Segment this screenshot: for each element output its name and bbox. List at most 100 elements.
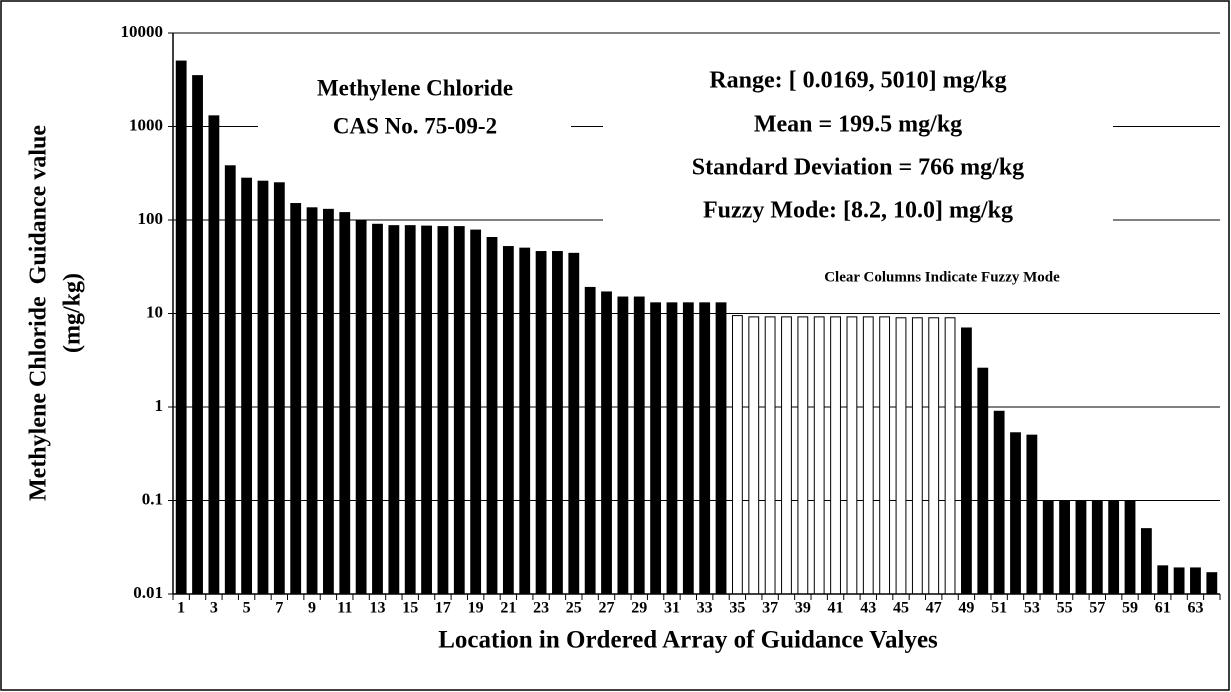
bar <box>224 165 236 595</box>
x-tick-label: 41 <box>828 600 844 617</box>
bar <box>1010 432 1021 595</box>
annotation: Standard Deviation = 766 mg/kg <box>692 155 1024 181</box>
x-tick-label: 51 <box>991 600 1007 617</box>
bar <box>895 317 907 595</box>
x-axis-title: Location in Ordered Array of Guidance Va… <box>438 627 938 654</box>
bar <box>175 60 187 595</box>
bar <box>1075 500 1087 595</box>
bar <box>404 225 416 595</box>
bar <box>911 317 923 595</box>
x-tick-label: 1 <box>177 600 185 617</box>
x-tick-label: 11 <box>337 600 352 617</box>
bar <box>715 302 727 595</box>
annotation: Fuzzy Mode: [8.2, 10.0] mg/kg <box>703 198 1013 224</box>
bar <box>437 226 449 595</box>
x-tick-label: 49 <box>958 600 974 617</box>
y-axis-title: (mg/kg) <box>60 273 86 353</box>
bar <box>781 316 792 595</box>
x-tick-label: 29 <box>631 600 647 617</box>
annotation-box <box>258 70 571 150</box>
bar <box>633 296 645 595</box>
bar <box>944 317 956 595</box>
bar <box>470 229 482 595</box>
bar <box>290 203 302 595</box>
bar <box>748 316 760 595</box>
x-tick-label: 59 <box>1122 600 1138 617</box>
x-tick-label: 7 <box>275 600 283 617</box>
x-tick-label: 55 <box>1057 600 1073 617</box>
x-tick-label: 43 <box>860 600 876 617</box>
bar <box>1091 500 1103 595</box>
bar <box>486 236 498 595</box>
bar <box>601 291 612 595</box>
bar <box>306 207 318 595</box>
bar <box>552 251 563 595</box>
bar <box>1042 500 1054 595</box>
bar <box>568 252 580 595</box>
annotation-box <box>603 62 1113 234</box>
bar <box>372 223 383 595</box>
annotation: Methylene Chloride <box>317 75 513 100</box>
x-tick-label: 37 <box>762 600 778 617</box>
x-tick-label: 27 <box>599 600 615 617</box>
bar <box>1206 572 1218 595</box>
bar <box>731 315 743 595</box>
bar <box>1059 500 1070 595</box>
bar <box>813 316 825 595</box>
x-tick-label: 53 <box>1024 600 1040 617</box>
bar <box>650 302 662 595</box>
x-tick-label: 21 <box>500 600 516 617</box>
bar <box>846 316 858 595</box>
bar <box>339 212 351 595</box>
bar <box>421 225 432 595</box>
bar <box>1140 528 1152 595</box>
bar <box>388 225 400 595</box>
annotation-box <box>752 266 1134 290</box>
bar <box>323 208 334 595</box>
bar <box>977 367 989 595</box>
y-tick-label: 1 <box>155 396 164 415</box>
bar <box>1190 567 1201 595</box>
bar <box>666 302 678 595</box>
x-tick-label: 5 <box>243 600 251 617</box>
bar <box>192 75 203 595</box>
bar <box>1173 567 1185 595</box>
bar <box>862 316 874 595</box>
bar <box>208 115 220 595</box>
bar <box>617 296 629 595</box>
y-axis-title: Methylene Chloride Guidance value <box>26 125 52 501</box>
x-tick-label: 25 <box>566 600 582 617</box>
x-tick-label: 19 <box>468 600 484 617</box>
bar <box>961 327 972 595</box>
bar <box>257 180 269 595</box>
bar <box>535 251 547 595</box>
bar <box>1157 565 1169 595</box>
bar <box>273 182 285 595</box>
bar <box>355 219 367 595</box>
y-tick-label: 100 <box>138 209 164 228</box>
bar <box>241 177 253 595</box>
bar <box>1108 500 1120 595</box>
x-tick-label: 31 <box>664 600 680 617</box>
bar <box>830 316 841 595</box>
x-tick-label: 39 <box>795 600 811 617</box>
bar <box>928 317 940 595</box>
y-tick-label: 0.1 <box>142 489 163 508</box>
x-tick-label: 15 <box>402 600 418 617</box>
bar <box>682 302 694 595</box>
x-tick-label: 57 <box>1089 600 1105 617</box>
bar <box>993 410 1005 595</box>
x-tick-label: 9 <box>308 600 316 617</box>
x-tick-label: 35 <box>729 600 745 617</box>
y-tick-label: 10000 <box>121 22 164 41</box>
x-tick-label: 63 <box>1187 600 1203 617</box>
annotation: Clear Columns Indicate Fuzzy Mode <box>824 269 1060 285</box>
x-tick-label: 13 <box>369 600 385 617</box>
bars <box>175 60 1218 595</box>
bar <box>502 246 514 595</box>
x-tick-label: 33 <box>697 600 713 617</box>
annotation: CAS No. 75-09-2 <box>333 113 497 138</box>
y-tick-label: 0.01 <box>133 583 163 602</box>
